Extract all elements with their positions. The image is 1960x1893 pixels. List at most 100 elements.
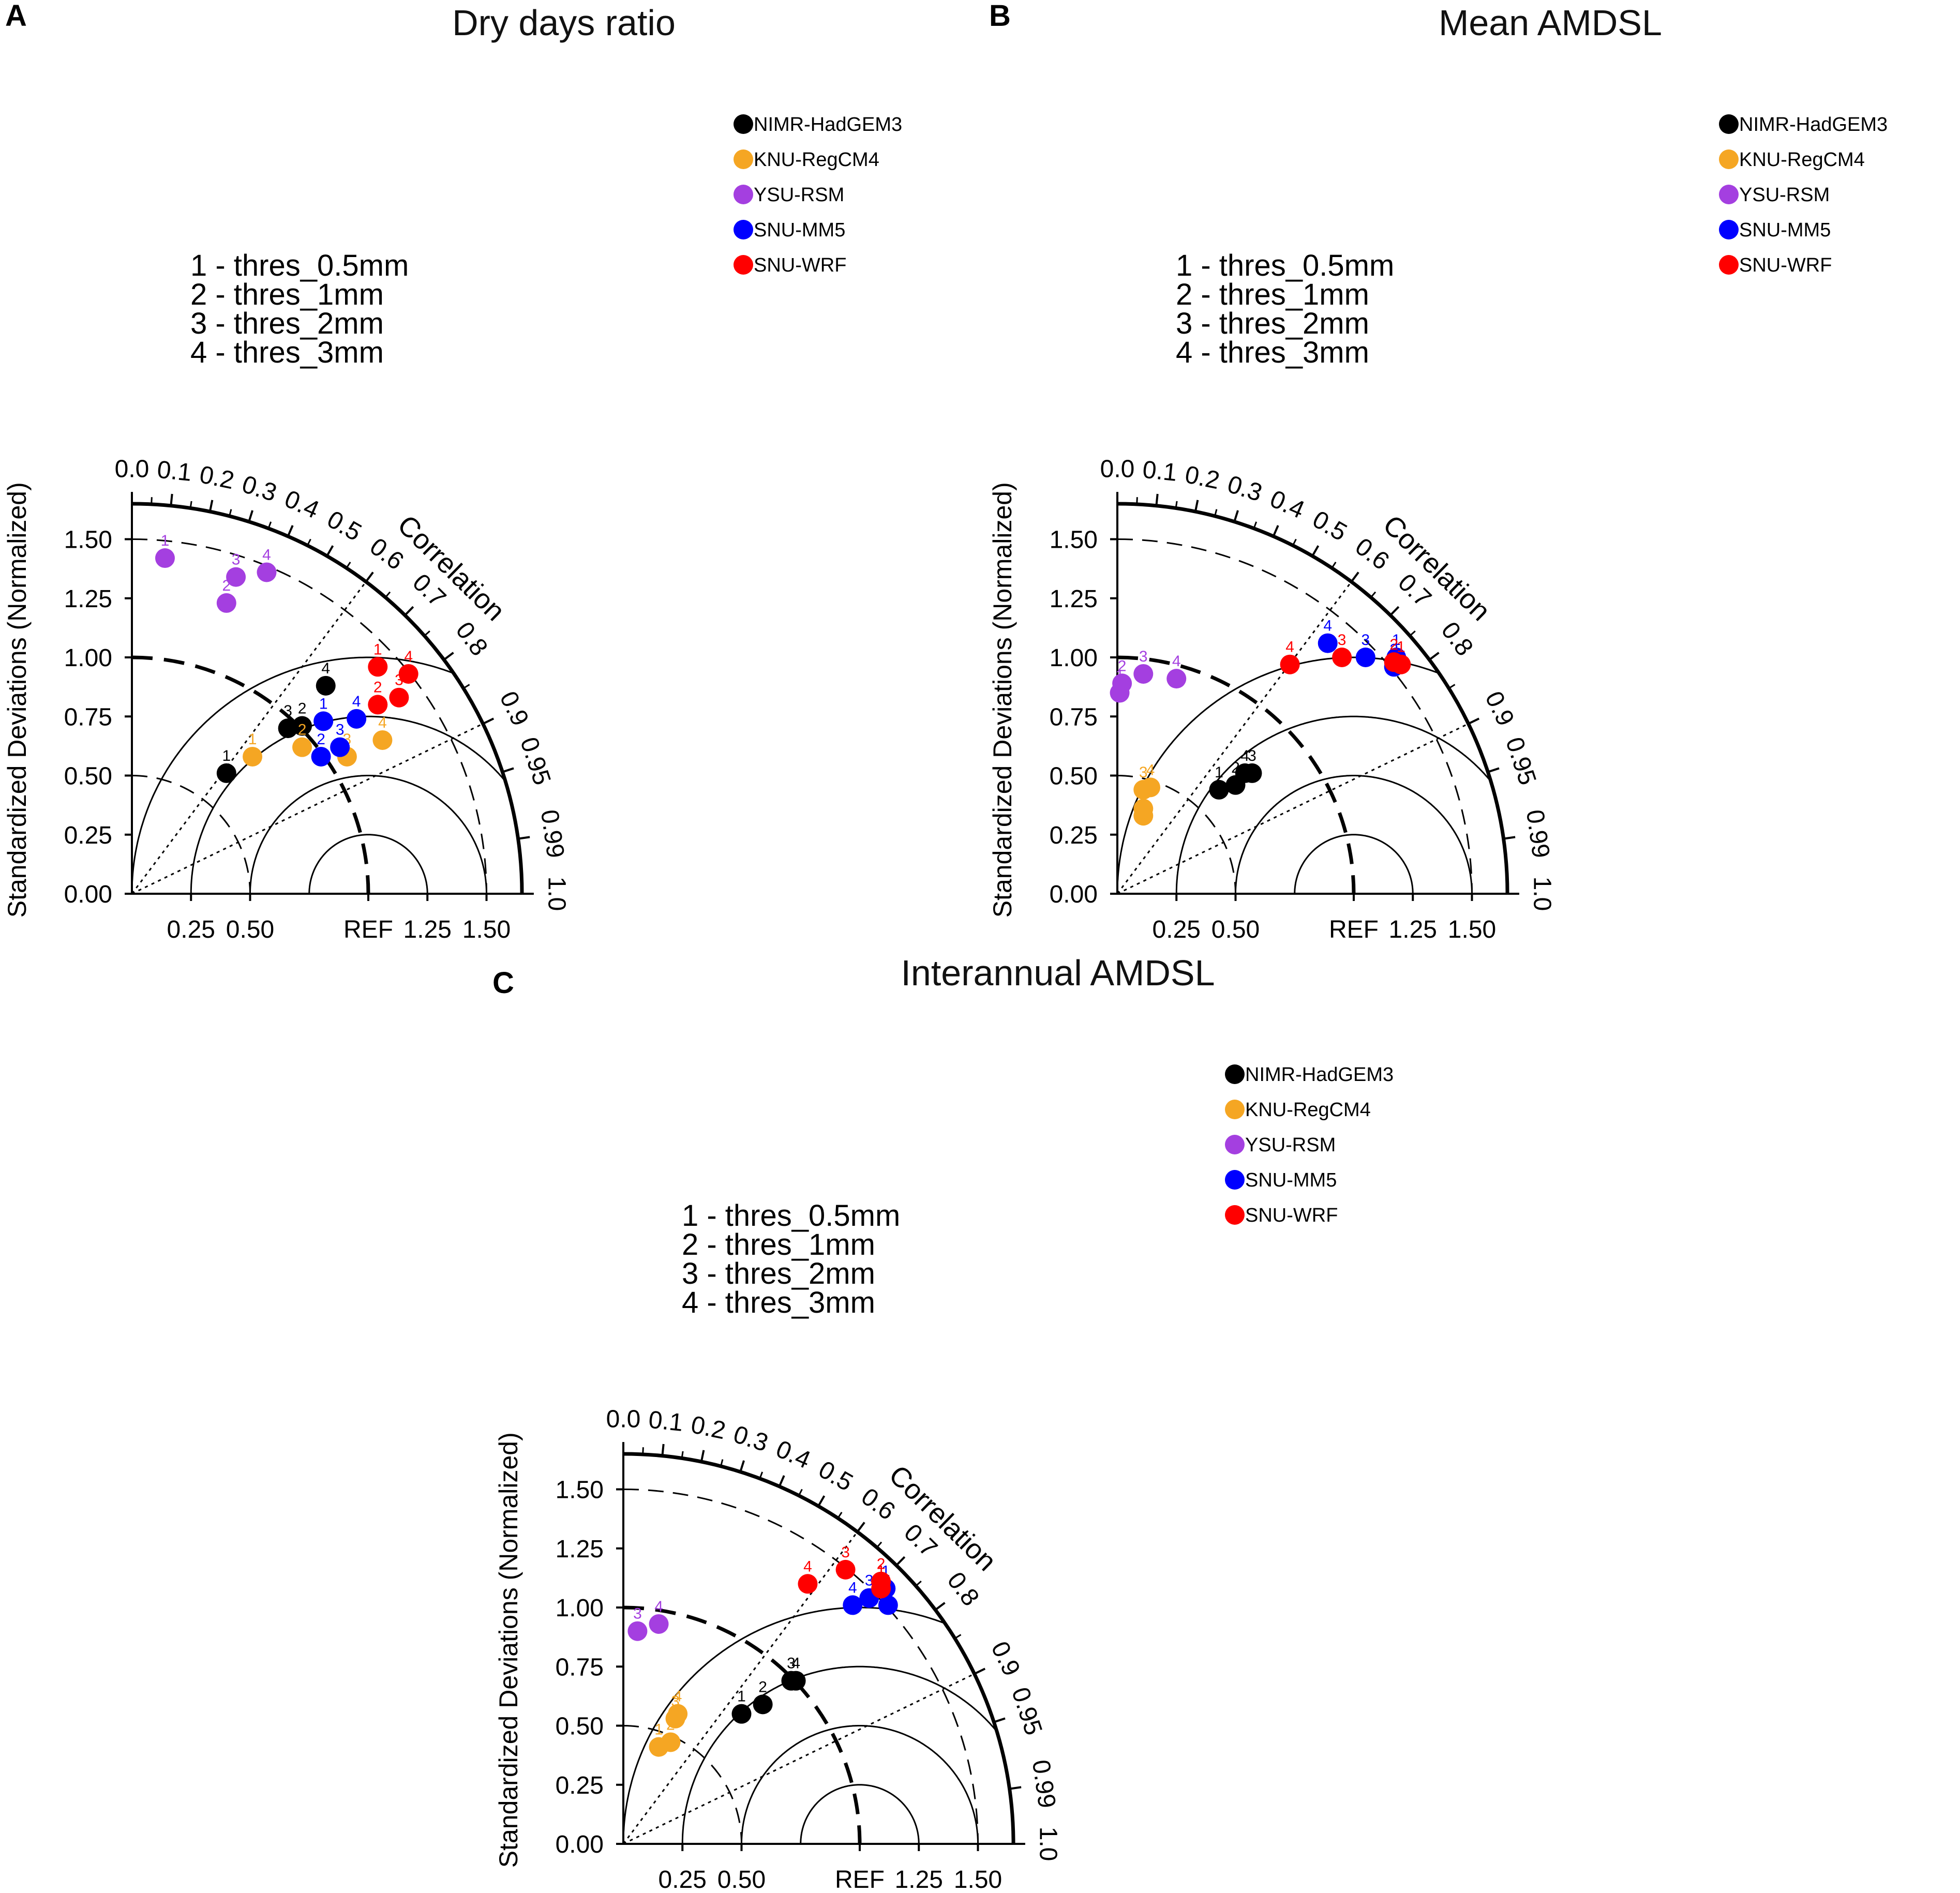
data-point — [798, 1574, 818, 1594]
correlation-tick — [1503, 836, 1516, 840]
data-point — [661, 1732, 681, 1752]
panel-label: B — [989, 0, 1011, 33]
legend-label: SNU-MM5 — [1739, 219, 1831, 241]
correlation-tick-label: 0.1 — [647, 1406, 684, 1437]
data-point-label: 2 — [877, 1556, 886, 1573]
data-point — [372, 730, 393, 750]
data-point — [786, 1671, 806, 1691]
data-point-label: 1 — [737, 1688, 746, 1705]
data-point — [871, 1571, 891, 1591]
correlation-tick-label: 0.9 — [1479, 687, 1519, 730]
correlation-tick — [365, 572, 374, 582]
series-snu-wrf: 12 3 4 — [1280, 632, 1411, 674]
rms-arc — [1116, 656, 1439, 894]
correlation-minor-tick — [798, 1489, 803, 1496]
legend-marker — [1225, 1064, 1245, 1084]
correlation-tick — [1233, 510, 1239, 522]
correlation-minor-tick — [915, 1581, 922, 1587]
legend-label: KNU-RegCM4 — [754, 149, 879, 171]
x-tick-label: 1.25 — [403, 916, 452, 943]
data-point-label: 2 — [758, 1678, 767, 1695]
correlation-tick-label: 0.4 — [1266, 485, 1308, 524]
legend-label: KNU-RegCM4 — [1739, 149, 1865, 171]
data-point — [1140, 777, 1160, 798]
y-tick-label: 1.50 — [64, 527, 112, 554]
threshold-note: 1 - thres_0.5mm — [682, 1199, 900, 1233]
data-point-label: 4 — [1323, 618, 1332, 635]
data-point-label: 2 — [298, 700, 307, 717]
correlation-tick-label: 0.95 — [1006, 1684, 1048, 1738]
data-point — [243, 746, 263, 767]
correlation-minor-tick — [954, 1634, 962, 1640]
correlation-tick-label: 0.1 — [156, 456, 193, 487]
rms-arc — [741, 1725, 979, 1844]
y-tick-label: 1.00 — [556, 1595, 604, 1622]
rms-arc — [1235, 775, 1473, 894]
taylor-panel-b: B Mean AMDSL 0.00 0.25 0.50 0.75 1.00 1.25 1.50 0… — [988, 0, 1888, 943]
correlation-tick-label: 0.95 — [515, 734, 556, 788]
legend-label: NIMR-HadGEM3 — [1245, 1064, 1394, 1086]
correlation-minor-tick — [837, 1511, 843, 1519]
data-point-label: 3 — [841, 1544, 850, 1561]
correlation-tick — [1194, 500, 1199, 512]
correlation-tick-label: 0.2 — [197, 461, 236, 494]
correlation-tick-label: 0.95 — [1500, 734, 1542, 788]
legend-label: SNU-WRF — [1739, 254, 1832, 276]
data-point-label: 3 — [633, 1605, 642, 1622]
threshold-note: 2 - thres_1mm — [682, 1228, 875, 1261]
correlation-tick — [895, 1556, 906, 1566]
data-point-label: 4 — [378, 714, 387, 731]
data-point-label: 4 — [352, 693, 361, 710]
x-tick-label: 0.50 — [717, 1866, 766, 1893]
correlation-tick — [817, 1495, 826, 1507]
correlation-minor-tick — [876, 1541, 882, 1548]
data-point-label: 4 — [1172, 653, 1181, 670]
data-point-label: 4 — [1240, 747, 1249, 764]
correlation-tick — [443, 652, 454, 661]
correlation-tick-label: 0.5 — [322, 505, 366, 546]
legend-marker — [1225, 1135, 1245, 1154]
correlation-tick — [1350, 572, 1359, 582]
correlation-line — [1116, 581, 1352, 894]
panel-label: A — [5, 0, 27, 33]
correlation-axis-arc — [131, 502, 524, 894]
correlation-line — [1117, 723, 1469, 895]
correlation-tick-label: 0.9 — [494, 687, 534, 730]
data-point — [389, 687, 409, 708]
correlation-tick-label: 0.99 — [535, 808, 570, 860]
data-point-label: 1 — [248, 731, 257, 748]
legend-label: SNU-WRF — [1245, 1205, 1338, 1226]
data-point-label: 4 — [674, 1688, 682, 1705]
correlation-tick — [518, 836, 530, 840]
taylor-panel-c: C Interannual AMDSL 0.00 0.25 0.50 0.75 1.00 1.… — [492, 953, 1394, 1893]
y-tick-label: 1.50 — [1050, 527, 1098, 554]
y-tick-label: 1.00 — [1050, 644, 1098, 672]
data-point-label: 3 — [1139, 764, 1148, 781]
threshold-note: 4 - thres_3mm — [682, 1286, 875, 1319]
data-point-label: 1 — [654, 1721, 663, 1738]
data-point-label: 3 — [1139, 648, 1148, 665]
data-point-label: 3 — [1248, 747, 1256, 764]
data-point — [1112, 673, 1132, 694]
correlation-minor-tick — [1175, 501, 1178, 508]
rms-arc — [681, 1665, 997, 1844]
threshold-note: 1 - thres_0.5mm — [190, 249, 409, 282]
correlation-tick-label: 1.0 — [1528, 877, 1555, 911]
data-point-label: 1 — [1397, 639, 1405, 656]
data-point-label: 2 — [1389, 636, 1398, 653]
correlation-tick — [1009, 1786, 1022, 1790]
correlation-axis-arc — [623, 1452, 1015, 1844]
correlation-tick — [482, 717, 495, 725]
data-point-label: 3 — [865, 1572, 874, 1589]
data-point — [627, 1621, 648, 1641]
data-point — [155, 548, 175, 568]
correlation-tick-label: 0.2 — [1183, 461, 1222, 494]
correlation-tick — [993, 1717, 1006, 1723]
legend-marker — [1719, 220, 1739, 239]
data-point-label: 1 — [319, 695, 328, 712]
correlation-tick — [974, 1667, 986, 1675]
legend-label: SNU-MM5 — [754, 219, 845, 241]
